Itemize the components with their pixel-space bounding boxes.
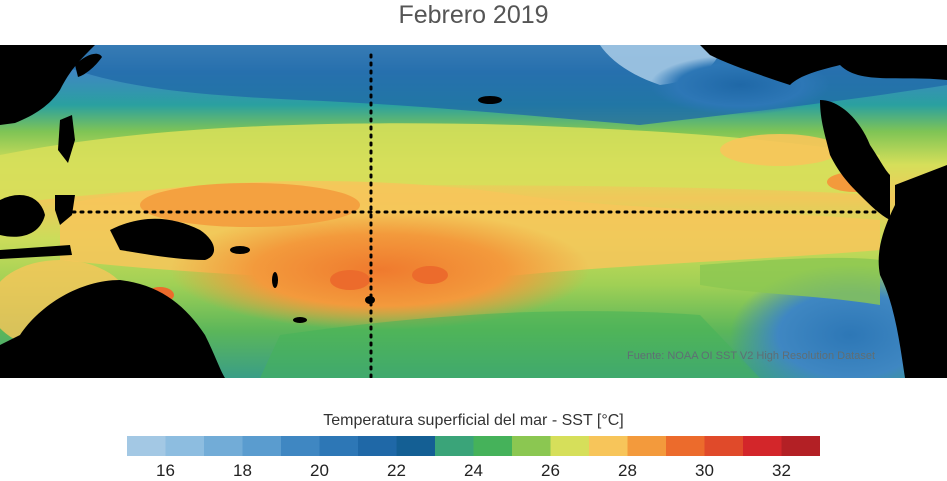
colorbar-tick-label: 32	[772, 461, 791, 480]
colorbar-tick-labels: 16 18 20 22 24 26 28 30 32	[127, 461, 820, 481]
colorbar-tick-label: 22	[387, 461, 406, 480]
colorbar-segment	[281, 436, 320, 456]
land-hawaii	[478, 96, 502, 104]
land-borneo	[0, 195, 45, 237]
colorbar-segment	[781, 436, 820, 456]
land-java	[0, 245, 72, 259]
land-south-america	[878, 165, 947, 378]
land-philippines	[58, 115, 75, 163]
map-title: Febrero 2019	[398, 1, 549, 29]
colorbar-segment	[704, 436, 744, 456]
land-asia	[0, 45, 95, 125]
warm-pool	[170, 210, 590, 330]
colorbar-tick-label: 30	[695, 461, 714, 480]
land-central-america	[820, 100, 890, 220]
land-new-caledonia	[293, 317, 307, 323]
hottest-patch-2	[412, 266, 448, 284]
colorbar-segment	[127, 436, 166, 456]
colorbar-segment	[473, 436, 513, 456]
colorbar-segment	[396, 436, 436, 456]
colorbar-segment	[666, 436, 705, 456]
colorbar-segment	[358, 436, 397, 456]
colorbar-segment	[204, 436, 243, 456]
colorbar-tick-label: 24	[464, 461, 483, 480]
colorbar-segment	[165, 436, 205, 456]
land-japan	[75, 53, 102, 77]
colorbar-tick-label: 28	[618, 461, 637, 480]
hottest-patch-1	[330, 270, 370, 290]
land-sulawesi	[55, 195, 75, 225]
land-australia	[0, 280, 225, 378]
colorbar-tick-label: 18	[233, 461, 252, 480]
colorbar-segment	[435, 436, 474, 456]
colorbar-segment	[319, 436, 359, 456]
colorbar	[127, 436, 820, 456]
colorbar-tick-label: 16	[156, 461, 175, 480]
land-masses	[0, 45, 947, 378]
colorbar-segment	[512, 436, 551, 456]
land-new-guinea	[110, 218, 215, 260]
warm-pool-west	[140, 183, 360, 227]
south-green-band	[260, 311, 760, 378]
colorbar-segment	[627, 436, 667, 456]
land-north-america	[700, 45, 947, 85]
east-warm-patch	[720, 134, 840, 166]
land-vanuatu	[272, 272, 278, 288]
south-east-tongue	[700, 257, 880, 305]
data-source-credit: Fuente: NOAA OI SST V2 High Resolution D…	[627, 350, 876, 362]
land-solomons	[230, 246, 250, 254]
colorbar-segment	[589, 436, 628, 456]
colorbar-tick-label: 26	[541, 461, 560, 480]
land-fiji	[365, 296, 375, 304]
sst-map	[0, 45, 947, 378]
colorbar-segment	[550, 436, 590, 456]
colorbar-title: Temperatura superficial del mar - SST [°…	[323, 412, 624, 429]
colorbar-segment	[743, 436, 782, 456]
colorbar-segment	[242, 436, 282, 456]
colorbar-tick-label: 20	[310, 461, 329, 480]
